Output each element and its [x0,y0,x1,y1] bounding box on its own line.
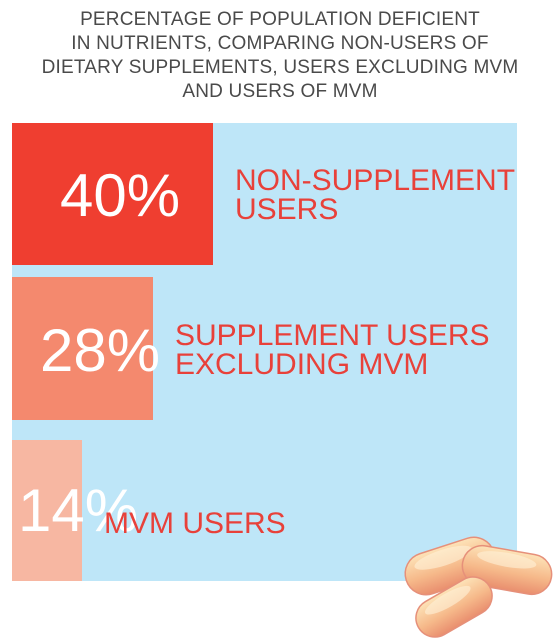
category-label-line: SUPPLEMENT USERS [175,319,490,352]
chart-title-line: DIETARY SUPPLEMENTS, USERS EXCLUDING MVM [41,57,519,78]
bar-supplement-users-excluding-mvm [12,277,153,420]
category-label-line: MVM USERS [104,507,286,540]
category-label-supplement-users-excluding-mvm: SUPPLEMENT USERS EXCLUDING MVM [175,319,490,381]
chart-title-line: IN NUTRIENTS, COMPARING NON-USERS OF [71,33,489,54]
chart-title: PERCENTAGE OF POPULATION DEFICIENT IN NU… [0,8,560,104]
value-label-mvm-users: 14% [18,477,139,544]
value-label-supplement-users-excluding-mvm: 28% [40,317,161,384]
category-label-non-supplement-users: NON-SUPPLEMENT USERS [235,164,516,226]
chart-title-line: AND USERS OF MVM [182,81,378,102]
category-label-line: USERS [235,193,339,226]
bar-mvm-users [12,440,82,581]
category-label-mvm-users: MVM USERS [104,507,286,540]
pill-shape [415,576,493,638]
category-label-line: EXCLUDING MVM [175,348,429,381]
value-label-non-supplement-users: 40% [60,162,181,229]
chart-title-line: PERCENTAGE OF POPULATION DEFICIENT [80,9,480,30]
category-label-line: NON-SUPPLEMENT [235,164,516,197]
bar-non-supplement-users [12,123,213,265]
